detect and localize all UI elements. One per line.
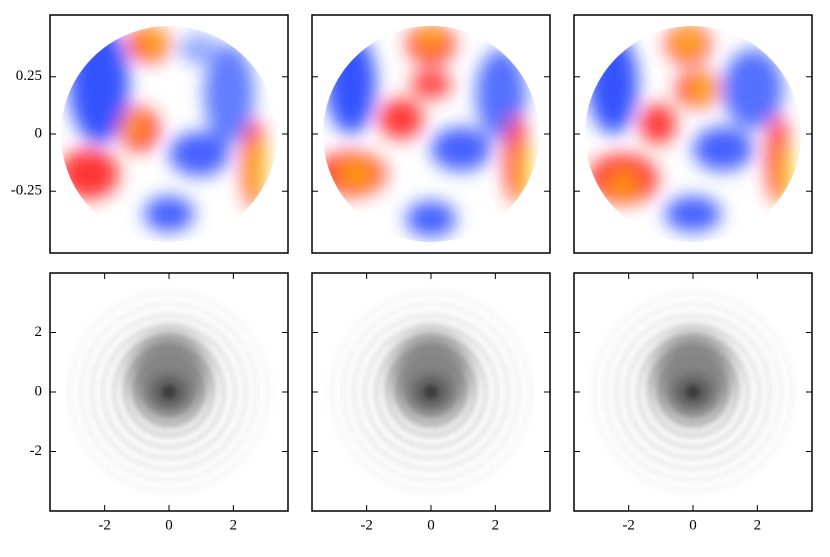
ring — [68, 291, 270, 493]
blob — [640, 104, 676, 144]
blob — [783, 144, 793, 204]
psf-image — [330, 291, 532, 493]
y-tick-label: 2 — [35, 324, 43, 340]
blob — [126, 118, 142, 134]
rings — [68, 291, 270, 493]
blob — [411, 69, 451, 99]
ring — [363, 324, 499, 460]
blob — [144, 196, 194, 232]
ring — [396, 357, 466, 427]
blob — [678, 33, 698, 51]
ring — [680, 379, 706, 405]
rings — [330, 291, 532, 493]
ring — [625, 324, 761, 460]
panel — [311, 14, 551, 254]
ring — [418, 379, 444, 405]
x-tick-label: 2 — [754, 517, 762, 533]
ring — [145, 368, 193, 416]
x-tick-label: 0 — [689, 517, 697, 533]
psf-image — [592, 291, 794, 493]
blob — [665, 196, 721, 232]
phase-image — [323, 26, 539, 242]
ring — [592, 291, 794, 493]
psf-image — [68, 291, 270, 493]
blob — [521, 144, 531, 204]
blob — [723, 49, 783, 129]
phase-image — [585, 26, 801, 242]
x-tick-label: 2 — [492, 517, 500, 533]
blob — [421, 31, 441, 47]
x-tick-label: -2 — [622, 517, 635, 533]
blob — [326, 34, 376, 134]
x-tick-label: 2 — [230, 517, 238, 533]
panel — [573, 14, 813, 254]
ring — [636, 335, 750, 449]
blob — [406, 201, 456, 237]
blob — [338, 164, 374, 184]
blob — [169, 132, 229, 176]
ring — [341, 302, 521, 482]
ring — [374, 335, 488, 449]
blobs — [323, 26, 531, 237]
y-tick-label: -0.25 — [11, 183, 42, 199]
ring — [658, 357, 728, 427]
y-tick-label: -2 — [30, 443, 43, 459]
ring — [101, 324, 237, 460]
blob — [254, 139, 264, 199]
blob — [588, 34, 638, 134]
ring — [603, 302, 783, 482]
ring — [647, 346, 739, 438]
blob — [693, 81, 713, 97]
ring — [352, 313, 510, 471]
ring — [90, 313, 248, 471]
panel: 0.25 0 -0.25 — [11, 14, 289, 254]
ring — [156, 379, 182, 405]
ring — [134, 357, 204, 427]
blob — [431, 127, 491, 171]
x-tick-label: -2 — [98, 517, 111, 533]
blob — [142, 34, 166, 50]
blob — [61, 149, 119, 199]
blob — [608, 172, 638, 196]
ring — [407, 368, 455, 416]
panel: -2 0 2 — [573, 272, 813, 533]
phase-image — [61, 26, 277, 242]
x-tick-label: 0 — [165, 517, 173, 533]
ring — [385, 346, 477, 438]
y-tick-label: 0.25 — [16, 68, 42, 84]
ring — [330, 291, 532, 493]
ring — [112, 335, 226, 449]
ring — [614, 313, 772, 471]
rings — [592, 291, 794, 493]
ring — [123, 346, 215, 438]
panel: -2 0 2 — [311, 272, 551, 533]
x-tick-label: -2 — [360, 517, 373, 533]
blob — [179, 34, 219, 64]
y-tick-label: 0 — [35, 383, 43, 399]
y-tick-label: 0 — [35, 125, 43, 141]
blob — [693, 127, 753, 171]
ring — [669, 368, 717, 416]
panel: 2 0 -2 -2 0 2 — [30, 272, 289, 533]
blob — [204, 44, 254, 144]
ring — [79, 302, 259, 482]
x-tick-label: 0 — [427, 517, 435, 533]
blob — [379, 99, 423, 139]
